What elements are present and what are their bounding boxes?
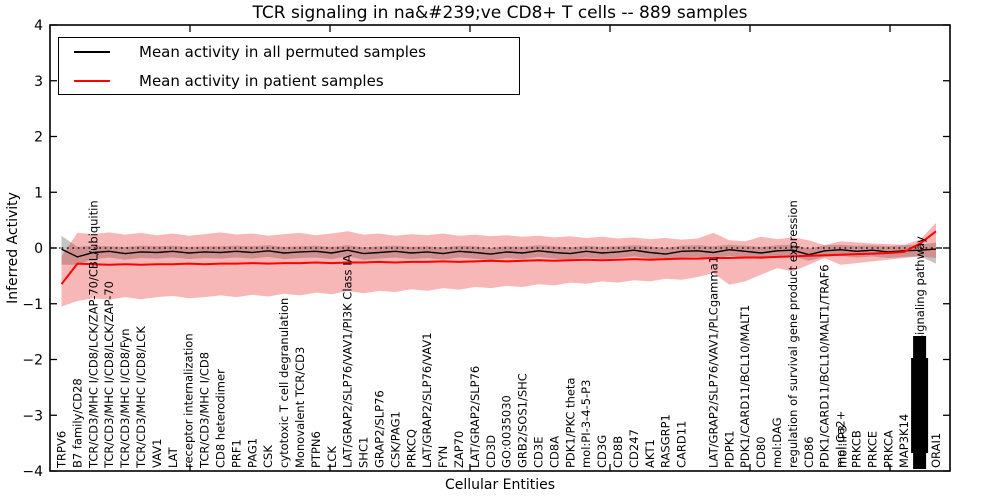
entity-label-cluster-fragment: signaling pathway xyxy=(913,236,927,341)
y-tick-label: −3 xyxy=(22,408,43,424)
entity-label: TRPV6 xyxy=(55,431,69,469)
entity-label: PRKCE xyxy=(865,431,879,468)
entity-label: mol:Ca2+ xyxy=(834,411,848,468)
y-tick-label: −4 xyxy=(22,464,43,480)
entity-label: PDK1/CARD11/BCL10/MALT1/TRAF6 xyxy=(818,264,832,468)
entity-label: VAV1 xyxy=(150,439,164,468)
entity-label: CD3D xyxy=(484,435,498,468)
y-tick-label: 1 xyxy=(34,185,43,201)
label-cluster-smear xyxy=(911,358,929,453)
entity-label: CSK xyxy=(261,445,275,468)
y-tick-label: −2 xyxy=(22,353,43,369)
legend-item: Mean activity in patient samples xyxy=(59,70,519,92)
patient-band xyxy=(61,222,936,307)
y-tick-label: 3 xyxy=(34,74,43,90)
entity-label: CSK/PAG1 xyxy=(388,411,402,468)
y-tick-label: 0 xyxy=(34,241,43,257)
entity-label: CD8 heterodimer xyxy=(214,369,228,468)
entity-label: LAT/GRAP2/SLP76/VAV1/PI3K Class IA xyxy=(341,254,355,468)
patient-line-swatch xyxy=(74,79,110,82)
legend: Mean activity in all permuted samples Me… xyxy=(58,37,520,95)
entity-label: PRKCQ xyxy=(404,429,418,468)
entity-label-overlapped: mol:IP3 xyxy=(836,425,850,468)
entity-label: mol:DAG xyxy=(770,417,784,468)
y-tick-label: 2 xyxy=(34,130,43,146)
entity-label: CD247 xyxy=(627,429,641,468)
entity-label: PAG1 xyxy=(245,438,259,468)
chart-title: TCR signaling in na&#239;ve CD8+ T cells… xyxy=(252,3,748,23)
y-tick-label: 4 xyxy=(34,18,43,34)
entity-label: GRB2/SOS1/SHC xyxy=(516,373,530,468)
entity-label: TCR/CD3/MHC I/CD8/LCK/ZAP-70/CBL/ubiquit… xyxy=(86,200,100,469)
entity-label: CD3E xyxy=(532,437,546,468)
entity-label: AKT1 xyxy=(643,439,657,468)
entity-label: FYN xyxy=(436,446,450,468)
entity-label: PRKCB xyxy=(850,430,864,468)
entity-label: PRF1 xyxy=(229,439,243,468)
entity-label: SHC1 xyxy=(357,437,371,468)
entity-label: Monovalent TCR/CD3 xyxy=(293,347,307,468)
entity-label: mol:PI-3-4-5-P3 xyxy=(579,380,593,468)
entity-label: CARD11 xyxy=(675,421,689,468)
entity-label: TCR/CD3/MHC I/CD8/LCK xyxy=(134,326,148,469)
entity-label: TCR/CD3/MHC I/CD8/Fyn xyxy=(118,328,132,469)
entity-label: regulation of survival gene product expr… xyxy=(786,200,800,468)
entity-label: PDK1/CARD11/BCL10/MALT1 xyxy=(738,305,752,468)
entity-label: LAT/GRAP2/SLP76 xyxy=(468,366,482,468)
entity-label: LAT/GRAP2/SLP76/VAV1/PLCgamma1 xyxy=(706,256,720,468)
entity-label: CD3G xyxy=(595,435,609,468)
y-tick-label: −1 xyxy=(22,297,43,313)
entity-label: PRKCA xyxy=(881,430,895,468)
entity-label: TCR/CD3/MHC I/CD8 xyxy=(198,352,212,469)
entity-label: CD80 xyxy=(754,436,768,468)
permuted-mean-line xyxy=(61,248,937,258)
entity-label: MAP3K14 xyxy=(897,414,911,468)
entity-label: CD86 xyxy=(802,436,816,468)
entity-label: ZAP70 xyxy=(452,431,466,468)
entity-label: PDK1/PKC theta xyxy=(563,378,577,468)
patient-mean-line xyxy=(60,230,937,285)
entity-label: receptor internalization xyxy=(182,333,196,468)
entity-label: LAT xyxy=(166,446,180,468)
x-axis-label: Cellular Entities xyxy=(444,477,556,493)
entity-label: TCR/CD3/MHC I/CD8/LCK/ZAP-70 xyxy=(102,281,116,469)
entity-label: CD8A xyxy=(547,436,561,468)
entity-label: LCK xyxy=(325,446,339,468)
entity-label: GRAP2/SLP76 xyxy=(373,390,387,468)
entity-label: cytotoxic T cell degranulation xyxy=(277,298,291,468)
entity-label: RASGRP1 xyxy=(659,414,673,468)
legend-item-label: Mean activity in all permuted samples xyxy=(139,42,426,61)
entity-label: GO:0035030 xyxy=(500,395,514,468)
permuted-line-swatch xyxy=(74,50,110,53)
entity-label: LAT/GRAP2/SLP76/VAV1 xyxy=(420,332,434,468)
legend-item: Mean activity in all permuted samples xyxy=(59,41,519,63)
entity-label: PDPK1 xyxy=(722,430,736,468)
entity-label: ORAI1 xyxy=(929,433,943,468)
y-axis-label: Inferred Activity xyxy=(5,192,21,304)
entity-label: PTPN6 xyxy=(309,431,323,468)
legend-item-label: Mean activity in patient samples xyxy=(139,71,384,90)
entity-label: B7 family/CD28 xyxy=(70,378,84,468)
entity-label: CD8B xyxy=(611,436,625,468)
